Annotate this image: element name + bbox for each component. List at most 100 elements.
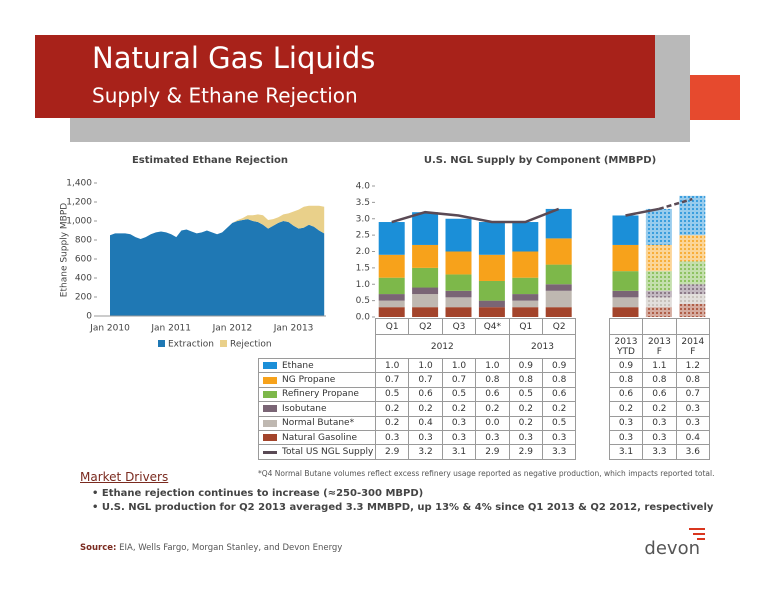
source-text: EIA, Wells Fargo, Morgan Stanley, and De…: [119, 543, 343, 553]
x-tick-label: Jan 2013: [273, 324, 314, 334]
bar: [412, 267, 439, 288]
table-value: 0.4: [675, 430, 710, 446]
table-value: 0.2: [508, 401, 543, 417]
table-value: 0.2: [408, 401, 443, 417]
y-tick-label: 0.5: [356, 296, 370, 306]
table-value: 0.3: [475, 430, 510, 446]
y-tick-label: 1,200: [66, 198, 92, 208]
area: [110, 205, 325, 240]
bar: [645, 297, 672, 308]
category-label: Q1: [375, 318, 410, 335]
header-band: [35, 35, 655, 118]
bullet: • U.S. NGL production for Q2 2013 averag…: [92, 502, 714, 513]
table-value: 0.3: [642, 415, 677, 431]
bar: [612, 290, 639, 298]
table-value: 0.5: [441, 386, 477, 403]
bar: [679, 303, 706, 317]
table-value: 0.8: [508, 372, 543, 388]
table-row-label: Total US NGL Supply: [258, 444, 376, 460]
table-value: 0.3: [441, 415, 477, 431]
bar: [545, 208, 572, 239]
table-row-label: Normal Butane*: [258, 415, 376, 431]
legend-swatch: [220, 340, 227, 347]
bar: [378, 294, 405, 301]
market-drivers-title: Market Drivers: [80, 470, 169, 484]
table-value: 0.5: [375, 386, 410, 403]
table-value: 0.3: [675, 415, 710, 431]
bar: [412, 244, 439, 268]
bar: [378, 300, 405, 308]
table-row-label: Ethane: [258, 358, 376, 374]
x-tick-label: Jan 2012: [212, 324, 253, 334]
table-value: 0.8: [675, 372, 710, 388]
category-label: Q2: [542, 318, 577, 335]
table-value: 3.6: [675, 444, 710, 460]
table-value: 0.8: [542, 372, 577, 388]
y-tick-label: 1.5: [356, 263, 370, 273]
header-subtitle: Supply & Ethane Rejection: [92, 84, 358, 108]
category-label: 2014 F: [675, 334, 710, 359]
bar: [545, 307, 572, 317]
category-label: Q1: [508, 318, 543, 335]
y-tick-label: 800: [75, 236, 92, 246]
chart-title: U.S. NGL Supply by Component (MMBPD): [424, 155, 656, 166]
bar: [612, 244, 639, 272]
bar: [512, 222, 539, 252]
table-value: 0.6: [542, 386, 577, 403]
logo: devon: [644, 538, 700, 559]
category-cell: [642, 318, 677, 335]
bar: [378, 307, 405, 317]
y-tick-label: 1,400: [66, 179, 92, 189]
series-name: Isobutane: [282, 403, 327, 414]
bar: [645, 290, 672, 298]
legend-swatch: [263, 390, 277, 398]
bar: [512, 300, 539, 308]
table-value: 0.2: [508, 415, 543, 431]
table-value: 0.3: [508, 430, 543, 446]
bar: [512, 307, 539, 317]
bar: [445, 251, 472, 275]
table-value: 0.3: [608, 415, 644, 431]
category-label: Q2: [408, 318, 443, 335]
table-value: 0.2: [542, 401, 577, 417]
bar: [378, 277, 405, 295]
table-value: 0.8: [475, 372, 510, 388]
table-value: 0.7: [375, 372, 410, 388]
y-tick-label: 2.5: [356, 231, 370, 241]
bar: [645, 208, 672, 245]
source: Source: EIA, Wells Fargo, Morgan Stanley…: [80, 543, 342, 553]
bar: [512, 277, 539, 295]
y-tick-label: 1,000: [66, 217, 92, 227]
bar: [645, 244, 672, 272]
bar: [612, 297, 639, 308]
table-value: 0.6: [408, 386, 443, 403]
table-value: 2.9: [508, 444, 543, 460]
logo-mark: [689, 528, 705, 530]
legend-swatch: [263, 405, 277, 413]
logo-mark: [697, 538, 705, 540]
y-tick-label: 3.5: [356, 198, 370, 208]
bar: [412, 212, 439, 245]
y-tick-label: 200: [75, 293, 92, 303]
table-value: 0.4: [408, 415, 443, 431]
table-value: 0.2: [642, 401, 677, 417]
legend-swatch: [263, 419, 277, 427]
table-row-label: NG Propane: [258, 372, 376, 388]
series-name: Refinery Propane: [282, 389, 359, 400]
bullet-text: Ethane rejection continues to increase (…: [101, 488, 424, 499]
table-row-label: Refinery Propane: [258, 386, 376, 403]
bullet-text: U.S. NGL production for Q2 2013 averaged…: [101, 502, 714, 513]
bar: [679, 235, 706, 262]
bar: [512, 251, 539, 278]
bar: [545, 238, 572, 265]
bar: [445, 218, 472, 252]
line: [625, 207, 660, 217]
table-value: 3.1: [441, 444, 477, 460]
bar: [545, 264, 572, 285]
y-tick-label: 400: [75, 274, 92, 284]
bar: [545, 290, 572, 308]
area: [110, 219, 325, 316]
table-value: 1.0: [475, 358, 510, 374]
